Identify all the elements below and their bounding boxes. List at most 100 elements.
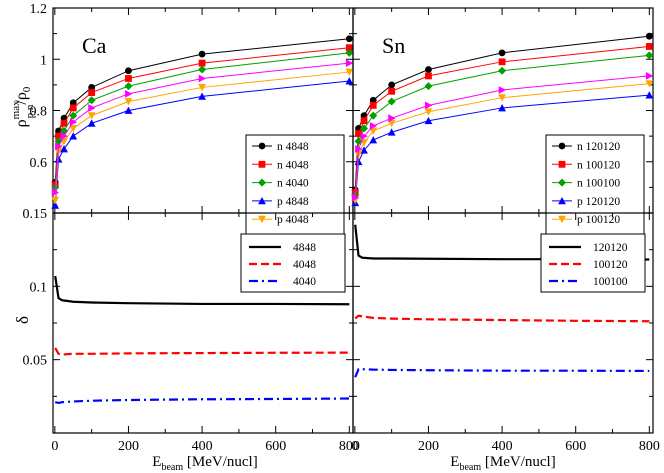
top-right-series-0-point	[645, 32, 653, 40]
top-left-legend-marker	[258, 160, 266, 168]
top-right-series-5-point	[498, 86, 506, 94]
top-right-series-5-point	[355, 145, 363, 153]
top-left-series-0-point	[69, 99, 77, 107]
top-left-ytick-label: 1.2	[30, 2, 48, 17]
top-left-series-3-point	[345, 77, 354, 85]
top-left-series-1-point	[345, 44, 353, 52]
top-right-series-4-point	[645, 80, 654, 88]
top-left-series-2-point	[69, 111, 78, 120]
top-right-series-0-point	[369, 96, 377, 104]
top-left-legend-marker	[258, 215, 266, 224]
top-right-legend-marker	[558, 142, 566, 150]
top-left-series-4-point	[345, 68, 354, 76]
top-left-series-0-point	[125, 67, 132, 75]
top-right-series-0-point	[425, 66, 432, 73]
top-left-series-1-point	[125, 75, 132, 82]
top-right-series-2-point	[645, 51, 654, 60]
top-left-legend-label: p 4848	[277, 196, 309, 208]
top-left-series-5-point	[55, 142, 63, 151]
top-left-legend-marker	[258, 178, 266, 187]
top-left-series-5-point	[60, 132, 68, 141]
top-right-legend-label: n 120120	[577, 141, 620, 153]
top-right-legend-label: p 100120	[577, 214, 620, 226]
bottom-left-xtick-label: 600	[265, 439, 286, 454]
top-right-series-5-point	[645, 72, 654, 80]
bottom-left-series-line-1	[54, 347, 350, 356]
top-right-series-5-point	[360, 132, 368, 141]
top-left-series-4-point	[124, 98, 133, 106]
top-right-series-3-point	[360, 146, 368, 154]
top-left-series-1-point	[55, 132, 62, 140]
top-right-series-4-point	[498, 94, 506, 102]
bottom-right-legend-box	[540, 233, 646, 293]
top-right-series-2-point	[424, 82, 433, 91]
bottom-right-xtick-label: 600	[565, 439, 586, 454]
top-left-series-3-point	[60, 145, 68, 153]
bottom-left-legend-label: 4848	[293, 242, 316, 254]
top-right-series-2-point	[387, 97, 396, 106]
bottom-right-xtick-label: 800	[639, 439, 660, 454]
bottom-left-xtick-label: 800	[339, 439, 360, 454]
top-left-legend-label: p 4048	[277, 214, 309, 226]
top-right-series-2-point	[360, 124, 369, 133]
top-left-legend-label: n 4848	[277, 141, 309, 153]
top-left-legend-label: n 4048	[277, 159, 309, 171]
x-axis-label-right: Ebeam [MeV/nucl]	[450, 454, 555, 473]
top-left-series-1-point	[60, 119, 68, 127]
top-left-legend-marker	[258, 197, 266, 205]
top-right-series-1-point	[355, 130, 362, 137]
top-left-series-5-point	[198, 74, 206, 83]
ca-annotation: Ca	[82, 33, 107, 58]
top-right-series-2-point	[369, 111, 378, 120]
top-right-series-3-point	[387, 128, 396, 136]
top-right-legend-marker	[558, 160, 566, 168]
top-left-series-5-point	[125, 89, 133, 98]
top-left-series-4-point	[87, 112, 96, 120]
top-left-series-3-point	[124, 106, 133, 114]
top-right-series-1-point	[388, 87, 396, 95]
top-right-series-5-point	[388, 114, 396, 123]
top-left-series-0-point	[345, 35, 353, 43]
top-right-legend-label: p 120120	[577, 196, 620, 208]
bottom-left-ytick-label: 0.1	[30, 280, 48, 295]
top-right-series-line-5	[354, 75, 650, 198]
top-left-ytick-label: 1	[40, 53, 47, 68]
top-left-ytick-label: 0.8	[30, 105, 48, 120]
top-right-series-3-point	[498, 104, 506, 112]
bottom-left-ytick-label: 0.15	[23, 207, 48, 222]
bottom-left-xtick-label: 400	[192, 439, 213, 454]
top-left-series-5-point	[69, 118, 78, 126]
top-left-series-5-point	[88, 104, 96, 112]
top-right-series-4-point	[387, 119, 396, 128]
top-left-series-4-point	[69, 125, 78, 133]
top-left-series-2-point	[124, 82, 133, 91]
top-right-legend-marker	[558, 178, 566, 187]
top-right-series-1-point	[369, 101, 377, 109]
top-left-series-4-point	[198, 84, 206, 92]
top-right-series-3-point	[369, 136, 378, 144]
bottom-right-legend-label: 120120	[593, 242, 628, 254]
top-left-series-3-point	[87, 119, 96, 127]
top-right-legend-label: n 100120	[577, 159, 620, 171]
bottom-y-axis-label: δ	[13, 316, 32, 324]
top-right-series-4-point	[369, 127, 378, 135]
top-right-legend-marker	[558, 215, 566, 224]
bottom-left-legend-label: 4048	[293, 259, 316, 271]
top-left-series-3-point	[54, 155, 63, 163]
bottom-right-legend-label: 100120	[593, 259, 628, 271]
top-left-series-3-point	[198, 92, 206, 100]
bottom-right-xtick-label: 200	[418, 439, 439, 454]
top-y-axis-label: ρmax p,n/ρ0	[10, 86, 36, 127]
top-left-series-5-point	[345, 59, 354, 67]
top-left-series-0-point	[88, 84, 96, 91]
top-left-series-4-point	[51, 196, 60, 205]
sn-annotation: Sn	[382, 33, 405, 58]
bottom-left-series-line-2	[54, 397, 350, 405]
bottom-left-ytick-label: 0.05	[23, 354, 48, 369]
top-right-series-1-point	[645, 43, 653, 50]
top-right-series-0-point	[498, 49, 506, 57]
bottom-left-legend-box	[240, 233, 346, 293]
top-right-series-4-point	[424, 108, 433, 116]
top-right-series-1-point	[360, 117, 368, 125]
